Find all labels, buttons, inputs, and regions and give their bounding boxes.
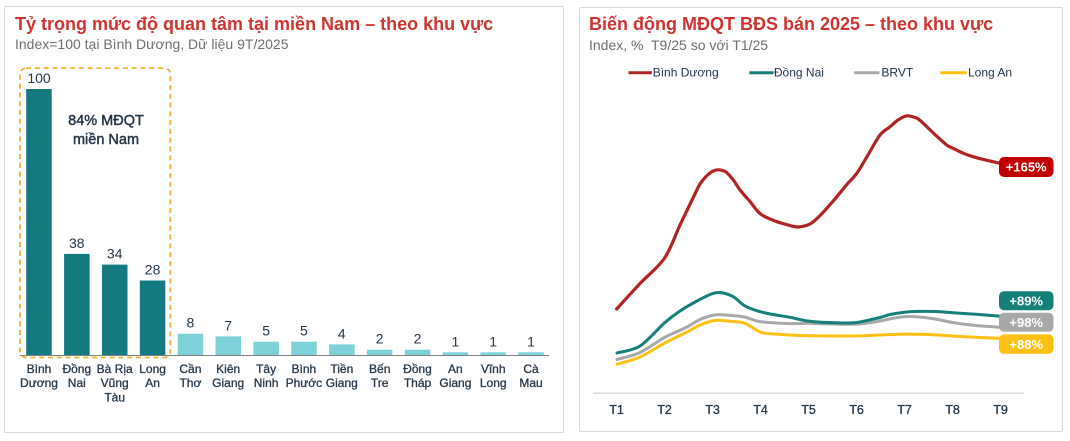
svg-text:miền Nam: miền Nam [73, 132, 139, 148]
svg-text:T4: T4 [753, 403, 768, 417]
svg-text:BRVT: BRVT [881, 65, 913, 79]
svg-text:1: 1 [489, 333, 497, 349]
svg-text:Bến: Bến [369, 362, 390, 376]
svg-text:5: 5 [300, 323, 308, 339]
svg-text:Long An: Long An [968, 65, 1012, 79]
svg-text:An: An [145, 376, 160, 390]
svg-text:4: 4 [338, 325, 346, 341]
svg-text:1: 1 [452, 333, 460, 349]
svg-text:38: 38 [69, 235, 85, 251]
svg-text:5: 5 [262, 323, 270, 339]
svg-text:Vĩnh: Vĩnh [481, 362, 506, 376]
svg-text:84% MĐQT: 84% MĐQT [68, 113, 144, 129]
svg-text:Cần: Cần [179, 362, 201, 376]
svg-text:Thơ: Thơ [179, 376, 201, 390]
svg-text:Bình: Bình [292, 362, 317, 376]
svg-text:Tây: Tây [256, 362, 276, 376]
svg-text:Vũng: Vũng [101, 376, 129, 390]
svg-text:Kiên: Kiên [216, 362, 240, 376]
svg-text:2: 2 [376, 331, 384, 347]
svg-text:+89%: +89% [1009, 293, 1043, 308]
svg-text:T2: T2 [657, 403, 672, 417]
svg-text:1: 1 [527, 333, 535, 349]
svg-text:T1: T1 [609, 403, 624, 417]
svg-text:Long: Long [139, 362, 166, 376]
svg-text:Đồng: Đồng [62, 362, 91, 376]
svg-text:Giang: Giang [212, 376, 244, 390]
svg-text:T6: T6 [849, 403, 864, 417]
svg-text:Nai: Nai [68, 376, 86, 390]
svg-text:T9: T9 [993, 403, 1008, 417]
svg-text:Cà: Cà [523, 362, 539, 376]
svg-text:34: 34 [107, 246, 123, 262]
svg-text:Ninh: Ninh [254, 376, 279, 390]
svg-text:+88%: +88% [1009, 337, 1043, 352]
svg-text:Tàu: Tàu [104, 390, 125, 404]
svg-text:T3: T3 [705, 403, 720, 417]
svg-text:Tiền: Tiền [330, 362, 353, 376]
svg-text:An: An [448, 362, 463, 376]
svg-text:Tre: Tre [371, 376, 389, 390]
svg-text:Bà Rịa: Bà Rịa [97, 362, 133, 376]
svg-text:Giang: Giang [326, 376, 358, 390]
svg-text:Phước: Phước [286, 376, 323, 390]
svg-text:T8: T8 [945, 403, 960, 417]
svg-text:Bình: Bình [27, 362, 52, 376]
svg-text:+98%: +98% [1009, 315, 1043, 330]
svg-text:8: 8 [187, 315, 195, 331]
svg-text:2: 2 [414, 331, 422, 347]
svg-text:T7: T7 [897, 403, 912, 417]
svg-text:Bình Dương: Bình Dương [653, 65, 719, 79]
svg-text:Long: Long [480, 376, 507, 390]
svg-text:+165%: +165% [1006, 160, 1047, 175]
svg-text:Tháp: Tháp [404, 376, 432, 390]
svg-text:Giang: Giang [439, 376, 471, 390]
svg-text:100: 100 [27, 70, 51, 86]
svg-text:Đồng: Đồng [403, 362, 432, 376]
svg-text:Dương: Dương [20, 376, 58, 390]
svg-text:Mau: Mau [519, 376, 542, 390]
svg-text:7: 7 [224, 317, 232, 333]
svg-text:28: 28 [145, 262, 161, 278]
svg-text:Đồng Nai: Đồng Nai [774, 65, 824, 79]
svg-text:T5: T5 [801, 403, 816, 417]
